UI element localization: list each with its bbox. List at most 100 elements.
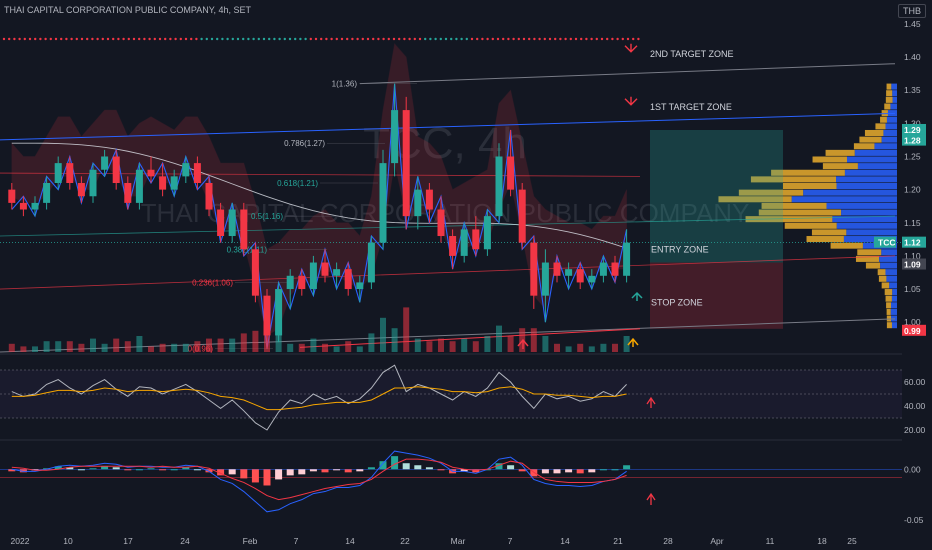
status-dot — [398, 37, 401, 41]
macd-histogram-bar — [495, 463, 503, 470]
volume-bar — [565, 346, 572, 352]
candle-body — [541, 262, 549, 296]
candle-body — [182, 163, 190, 177]
macd-histogram-bar — [286, 469, 294, 476]
volume-bar — [368, 333, 375, 352]
volume-bar — [55, 341, 62, 352]
volume-profile-bar — [890, 103, 897, 110]
volume-profile-bar — [884, 289, 893, 296]
volume-profile-bar — [784, 222, 837, 229]
macd-histogram-bar — [437, 469, 445, 471]
chart-title: THAI CAPITAL CORPORATION PUBLIC COMPANY,… — [4, 5, 252, 15]
status-dot — [372, 37, 375, 41]
status-dot — [392, 37, 396, 41]
volume-profile-bar — [886, 90, 893, 97]
macd-histogram-bar — [147, 468, 155, 470]
volume-profile-bar — [892, 90, 897, 97]
macd-signal-line — [11, 458, 627, 501]
status-dot — [101, 37, 105, 41]
price-tick-label: 1.25 — [904, 151, 921, 161]
macd-histogram-bar — [321, 469, 329, 473]
price-pane[interactable]: 1(1.36) 0.786(1.27) 0.618(1.21) 0.5(1.16) 0.… — [0, 37, 902, 354]
volume-bar — [577, 343, 584, 352]
macd-histogram-bar — [170, 469, 178, 471]
volume-profile-bar — [846, 229, 897, 236]
volume-bar — [472, 341, 479, 352]
status-dot — [273, 37, 276, 41]
volume-profile-bar — [738, 189, 804, 196]
up-arrow-icon — [627, 337, 639, 347]
macd-line — [11, 450, 627, 513]
status-dot — [106, 37, 110, 41]
volume-bar — [380, 317, 386, 352]
volume-profile-bar — [846, 156, 897, 163]
volume-profile-bar — [886, 302, 892, 309]
status-dot — [80, 37, 84, 41]
candle-body — [425, 189, 433, 210]
price-tick-label: 1.15 — [904, 218, 921, 228]
status-dot — [75, 37, 79, 41]
status-dot — [164, 37, 167, 41]
rsi-band — [0, 370, 902, 418]
volume-profile-bar — [758, 209, 842, 216]
macd-histogram-bar — [507, 465, 515, 470]
volume-profile-bar — [886, 322, 892, 329]
volume-profile-bar — [745, 216, 833, 223]
fib-label: 0(0.96) — [188, 345, 214, 354]
status-dot — [439, 37, 442, 41]
candle-body — [530, 242, 538, 296]
volume-bar — [136, 336, 143, 352]
volume-profile-bar — [881, 136, 897, 143]
status-dot — [236, 37, 240, 41]
time-tick-label: 17 — [123, 536, 133, 546]
price-tag-label: 1.29 — [904, 125, 921, 135]
macd-histogram-bar — [217, 469, 225, 476]
volume-profile-bar — [859, 136, 882, 143]
volume-profile-bar — [812, 156, 847, 163]
fib-label: 0.5(1.16) — [251, 212, 283, 221]
volume-bar — [310, 338, 317, 352]
status-dot — [330, 37, 333, 41]
macd-pane[interactable] — [0, 450, 902, 513]
status-dot — [470, 37, 474, 41]
status-dot — [377, 37, 380, 41]
status-dot — [507, 37, 510, 41]
up-arrow-icon — [646, 492, 656, 505]
rsi-pane[interactable] — [0, 364, 902, 431]
up-arrow-icon — [517, 338, 529, 349]
macd-tick-label: -0.05 — [904, 515, 924, 525]
fib-label: 1(1.36) — [332, 80, 358, 89]
volume-profile-bar — [718, 196, 792, 203]
status-dot — [611, 37, 614, 41]
volume-bar — [345, 341, 352, 352]
status-dot — [351, 37, 354, 41]
volume-bar — [554, 343, 560, 352]
status-dot — [49, 37, 52, 41]
volume-profile-bar — [806, 236, 844, 243]
volume-profile-bar — [875, 123, 886, 130]
volume-profile-bar — [822, 163, 858, 170]
status-dot — [8, 37, 11, 41]
price-tag-bg — [902, 258, 926, 270]
candle-body — [495, 156, 503, 217]
status-dot — [117, 37, 120, 41]
candle-body — [367, 242, 375, 283]
zone-label: ENTRY ZONE — [651, 244, 709, 254]
volume-bar — [148, 346, 154, 352]
status-dot — [517, 37, 520, 41]
time-tick-label: 21 — [613, 536, 623, 546]
status-dot — [533, 37, 536, 41]
price-tick-label: 1.10 — [904, 251, 921, 261]
price-tick-label: 1.40 — [904, 52, 921, 62]
candle-body — [379, 163, 387, 243]
volume-profile-bar — [881, 110, 888, 117]
volume-profile-bar — [886, 308, 891, 315]
status-dot — [564, 37, 567, 41]
status-dot — [216, 37, 219, 41]
volume-profile-bar — [886, 315, 892, 322]
candle-body — [449, 236, 457, 256]
candle-body — [483, 216, 491, 250]
volume-profile-bar — [825, 149, 855, 156]
volume-bar — [612, 343, 618, 352]
